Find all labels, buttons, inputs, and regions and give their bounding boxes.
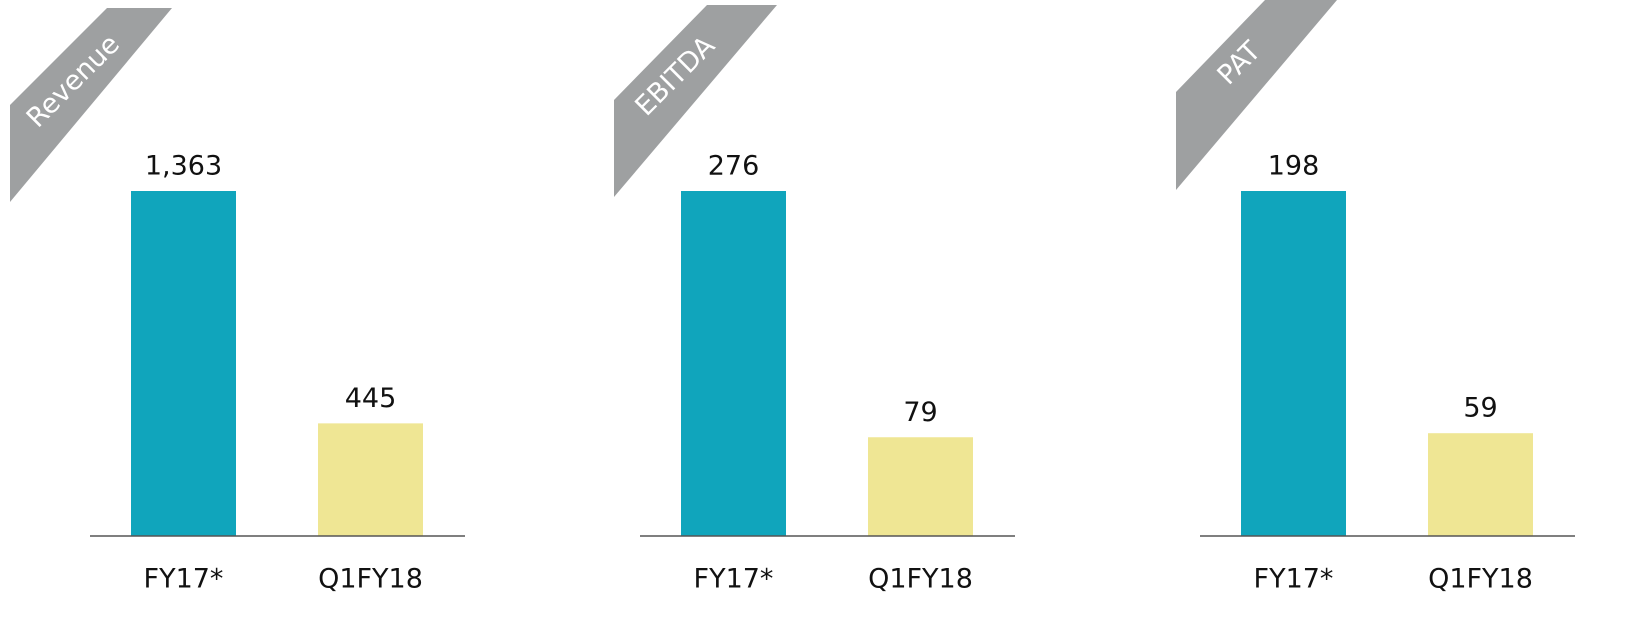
value-label: 59 (1463, 393, 1497, 424)
bar (681, 191, 786, 536)
title-banner (10, 8, 172, 202)
title-banner (614, 5, 777, 197)
value-label: 445 (345, 383, 397, 414)
x-tick-label: Q1FY18 (1428, 564, 1533, 595)
bar (868, 437, 973, 536)
value-label: 198 (1268, 151, 1320, 182)
x-tick-label: FY17* (694, 564, 774, 595)
x-tick-label: Q1FY18 (868, 564, 973, 595)
x-tick-label: FY17* (1254, 564, 1334, 595)
bar (131, 191, 236, 536)
value-label: 276 (708, 151, 760, 182)
x-tick-label: FY17* (144, 564, 224, 595)
value-label: 1,363 (145, 151, 222, 182)
x-tick-label: Q1FY18 (318, 564, 423, 595)
bar (318, 423, 423, 536)
title-banner (1176, 0, 1337, 190)
bar (1241, 191, 1346, 536)
bar (1428, 433, 1533, 536)
value-label: 79 (903, 397, 937, 428)
